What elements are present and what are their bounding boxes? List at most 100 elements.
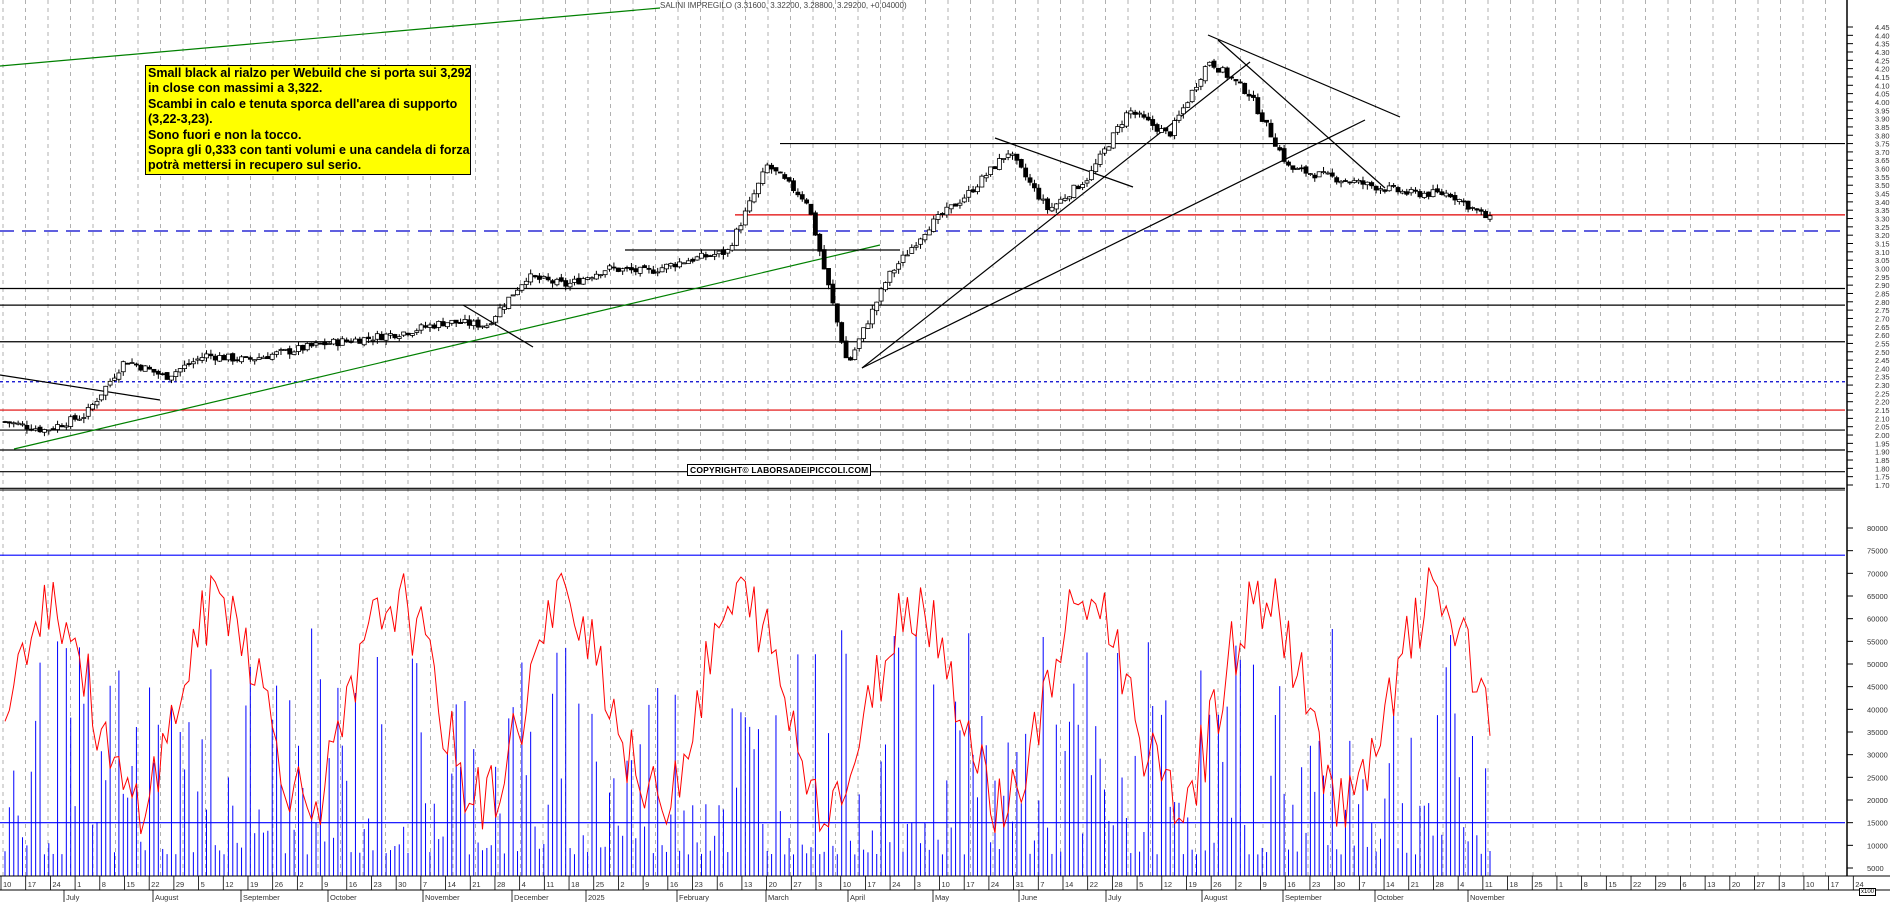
svg-text:8: 8 bbox=[102, 880, 106, 889]
svg-text:9: 9 bbox=[324, 880, 328, 889]
svg-text:February: February bbox=[679, 893, 709, 902]
svg-text:55000: 55000 bbox=[1867, 637, 1888, 646]
svg-text:75000: 75000 bbox=[1867, 547, 1888, 556]
svg-text:2.15: 2.15 bbox=[1875, 406, 1890, 415]
svg-text:2.95: 2.95 bbox=[1875, 273, 1890, 282]
svg-text:4.30: 4.30 bbox=[1875, 48, 1890, 57]
svg-text:2.10: 2.10 bbox=[1875, 414, 1890, 423]
svg-text:4.35: 4.35 bbox=[1875, 40, 1890, 49]
svg-text:3.60: 3.60 bbox=[1875, 165, 1890, 174]
svg-text:14: 14 bbox=[448, 880, 456, 889]
svg-text:3.00: 3.00 bbox=[1875, 264, 1890, 273]
svg-text:14: 14 bbox=[1065, 880, 1073, 889]
svg-text:2.80: 2.80 bbox=[1875, 298, 1890, 307]
svg-text:10: 10 bbox=[942, 880, 950, 889]
svg-text:28: 28 bbox=[1435, 880, 1443, 889]
svg-text:4.40: 4.40 bbox=[1875, 31, 1890, 40]
svg-text:16: 16 bbox=[670, 880, 678, 889]
svg-text:9: 9 bbox=[645, 880, 649, 889]
svg-text:80000: 80000 bbox=[1867, 524, 1888, 533]
svg-text:6: 6 bbox=[719, 880, 723, 889]
svg-text:March: March bbox=[768, 893, 789, 902]
annotation-line: Sono fuori e non la tocco. bbox=[148, 127, 302, 142]
svg-text:65000: 65000 bbox=[1867, 592, 1888, 601]
svg-text:3.85: 3.85 bbox=[1875, 123, 1890, 132]
svg-text:7: 7 bbox=[1361, 880, 1365, 889]
svg-text:13: 13 bbox=[744, 880, 752, 889]
svg-text:21: 21 bbox=[472, 880, 480, 889]
svg-text:2.75: 2.75 bbox=[1875, 306, 1890, 315]
svg-text:20: 20 bbox=[769, 880, 777, 889]
svg-text:9: 9 bbox=[1263, 880, 1267, 889]
svg-text:2.85: 2.85 bbox=[1875, 289, 1890, 298]
annotation-line: Scambi in calo e tenuta sporca dell'area… bbox=[148, 96, 458, 111]
copyright-label: COPYRIGHT© LABORSADEIPICCOLI.COM bbox=[687, 464, 872, 476]
svg-text:35000: 35000 bbox=[1867, 728, 1888, 737]
svg-text:5000: 5000 bbox=[1867, 864, 1884, 873]
svg-text:5: 5 bbox=[201, 880, 205, 889]
svg-text:10: 10 bbox=[843, 880, 851, 889]
svg-text:3: 3 bbox=[818, 880, 822, 889]
svg-text:23: 23 bbox=[373, 880, 381, 889]
svg-text:16: 16 bbox=[349, 880, 357, 889]
svg-text:50000: 50000 bbox=[1867, 660, 1888, 669]
svg-text:25: 25 bbox=[596, 880, 604, 889]
svg-text:29: 29 bbox=[176, 880, 184, 889]
volume-unit-label: x100 bbox=[1859, 888, 1877, 896]
svg-text:2.30: 2.30 bbox=[1875, 381, 1890, 390]
svg-text:4.05: 4.05 bbox=[1875, 90, 1890, 99]
svg-text:15: 15 bbox=[1608, 880, 1616, 889]
svg-text:11: 11 bbox=[546, 880, 554, 889]
svg-text:5: 5 bbox=[1139, 880, 1143, 889]
svg-text:24: 24 bbox=[892, 880, 900, 889]
svg-text:7: 7 bbox=[1040, 880, 1044, 889]
svg-text:2.70: 2.70 bbox=[1875, 314, 1890, 323]
svg-text:25000: 25000 bbox=[1867, 773, 1888, 782]
svg-text:3.45: 3.45 bbox=[1875, 190, 1890, 199]
svg-text:1.85: 1.85 bbox=[1875, 456, 1890, 465]
annotation-line: (3,22-3,23). bbox=[148, 112, 213, 127]
svg-text:3: 3 bbox=[1781, 880, 1785, 889]
svg-text:3.30: 3.30 bbox=[1875, 215, 1890, 224]
svg-text:12: 12 bbox=[225, 880, 233, 889]
annotation-line: Sopra gli 0,333 con tanti volumi e una c… bbox=[148, 143, 470, 158]
svg-text:24: 24 bbox=[991, 880, 999, 889]
svg-text:3.40: 3.40 bbox=[1875, 198, 1890, 207]
svg-text:2.00: 2.00 bbox=[1875, 431, 1890, 440]
svg-text:2.90: 2.90 bbox=[1875, 281, 1890, 290]
svg-text:21: 21 bbox=[1411, 880, 1419, 889]
svg-text:2025: 2025 bbox=[588, 893, 605, 902]
svg-text:December: December bbox=[514, 893, 549, 902]
svg-text:3.35: 3.35 bbox=[1875, 206, 1890, 215]
svg-text:10: 10 bbox=[3, 880, 11, 889]
svg-text:3.90: 3.90 bbox=[1875, 115, 1890, 124]
annotation-box: Small black al rialzo per Webuild che si… bbox=[145, 65, 472, 175]
svg-text:10: 10 bbox=[1806, 880, 1814, 889]
svg-text:November: November bbox=[1470, 893, 1505, 902]
svg-text:70000: 70000 bbox=[1867, 569, 1888, 578]
svg-text:17: 17 bbox=[966, 880, 974, 889]
svg-text:2: 2 bbox=[620, 880, 624, 889]
svg-text:3.50: 3.50 bbox=[1875, 181, 1890, 190]
svg-text:7: 7 bbox=[423, 880, 427, 889]
annotation-line: in close con massimi a 3,322. bbox=[148, 81, 323, 96]
svg-text:8: 8 bbox=[1584, 880, 1588, 889]
svg-text:2.55: 2.55 bbox=[1875, 339, 1890, 348]
svg-text:2.05: 2.05 bbox=[1875, 423, 1890, 432]
svg-text:4.45: 4.45 bbox=[1875, 23, 1890, 32]
svg-text:3: 3 bbox=[917, 880, 921, 889]
svg-text:3.05: 3.05 bbox=[1875, 256, 1890, 265]
svg-text:28: 28 bbox=[1114, 880, 1122, 889]
svg-text:2.40: 2.40 bbox=[1875, 364, 1890, 373]
svg-text:45000: 45000 bbox=[1867, 683, 1888, 692]
svg-text:15000: 15000 bbox=[1867, 819, 1888, 828]
svg-text:1.75: 1.75 bbox=[1875, 473, 1890, 482]
svg-text:17: 17 bbox=[867, 880, 875, 889]
svg-text:3.15: 3.15 bbox=[1875, 240, 1890, 249]
svg-text:19: 19 bbox=[1188, 880, 1196, 889]
svg-text:4.00: 4.00 bbox=[1875, 98, 1890, 107]
chart-title: SALINI IMPREGILO (3.31600, 3.32200, 3.28… bbox=[660, 1, 907, 10]
svg-text:2.25: 2.25 bbox=[1875, 389, 1890, 398]
svg-text:15: 15 bbox=[126, 880, 134, 889]
